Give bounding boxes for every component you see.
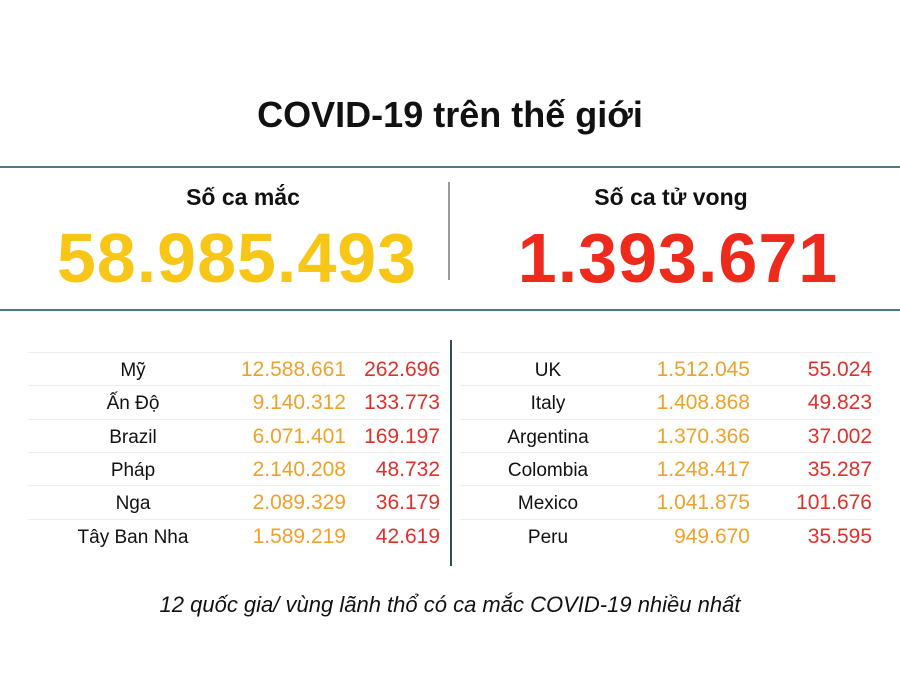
cases: 949.670 — [674, 524, 750, 548]
deaths: 55.024 — [807, 358, 872, 381]
cases: 1.370.366 — [656, 424, 750, 448]
table-row: UK 1.512.045 55.024 — [460, 352, 872, 386]
deaths: 36.179 — [375, 491, 440, 515]
divider — [0, 309, 900, 311]
deaths-total: 1.393.671 — [517, 219, 839, 297]
deaths: 133.773 — [364, 391, 440, 415]
table-row: Argentina 1.370.366 37.002 — [460, 418, 872, 453]
country: Argentina — [507, 426, 589, 448]
country: Pháp — [110, 459, 156, 481]
deaths: 35.287 — [807, 457, 872, 481]
deaths: 37.002 — [807, 424, 872, 448]
divider — [0, 166, 900, 168]
table-row: Mỹ 12.588.661 262.696 — [28, 352, 440, 386]
country: Peru — [527, 526, 569, 548]
country: Italy — [530, 393, 566, 415]
table-row: Ấn Độ 9.140.312 133.773 — [28, 385, 440, 419]
table-row: Italy 1.408.868 49.823 — [460, 385, 872, 419]
cases: 9.140.312 — [252, 391, 346, 415]
table-row: Pháp 2.140.208 48.732 — [28, 451, 440, 486]
deaths: 169.197 — [364, 424, 440, 448]
table-row: Peru 949.670 35.595 — [460, 518, 872, 553]
divider — [448, 182, 450, 280]
cases: 1.512.045 — [656, 358, 750, 381]
country: Colombia — [507, 459, 589, 481]
cases-label: Số ca mắc — [186, 184, 300, 210]
cases-total: 58.985.493 — [56, 219, 418, 297]
deaths: 48.732 — [375, 457, 440, 481]
divider — [450, 340, 452, 566]
country: UK — [534, 360, 562, 381]
deaths: 101.676 — [796, 491, 872, 515]
table-row: Mexico 1.041.875 101.676 — [460, 485, 872, 519]
table-row: Nga 2.089.329 36.179 — [28, 485, 440, 519]
title: COVID-19 trên thế giới — [257, 94, 643, 135]
country: Mỹ — [120, 360, 146, 381]
table-row: Brazil 6.071.401 169.197 — [28, 418, 440, 453]
deaths: 262.696 — [364, 358, 440, 381]
country: Nga — [115, 493, 151, 515]
deaths-label: Số ca tử vong — [594, 184, 748, 210]
cases: 2.089.329 — [252, 491, 346, 515]
country: Ấn Độ — [106, 393, 160, 415]
table-row: Tây Ban Nha 1.589.219 42.619 — [28, 518, 440, 553]
cases: 12.588.661 — [240, 358, 346, 381]
cases: 1.248.417 — [656, 457, 750, 481]
country: Tây Ban Nha — [77, 526, 189, 548]
deaths: 35.595 — [807, 524, 872, 548]
country: Mexico — [517, 493, 579, 515]
cases: 6.071.401 — [252, 424, 346, 448]
cases: 1.041.875 — [656, 491, 750, 515]
table-row: Colombia 1.248.417 35.287 — [460, 451, 872, 486]
deaths: 42.619 — [375, 524, 440, 548]
footnote: 12 quốc gia/ vùng lãnh thổ có ca mắc COV… — [159, 592, 741, 617]
deaths: 49.823 — [807, 391, 872, 415]
country: Brazil — [109, 426, 157, 448]
cases: 2.140.208 — [252, 457, 346, 481]
cases: 1.408.868 — [656, 391, 750, 415]
cases: 1.589.219 — [252, 524, 346, 548]
